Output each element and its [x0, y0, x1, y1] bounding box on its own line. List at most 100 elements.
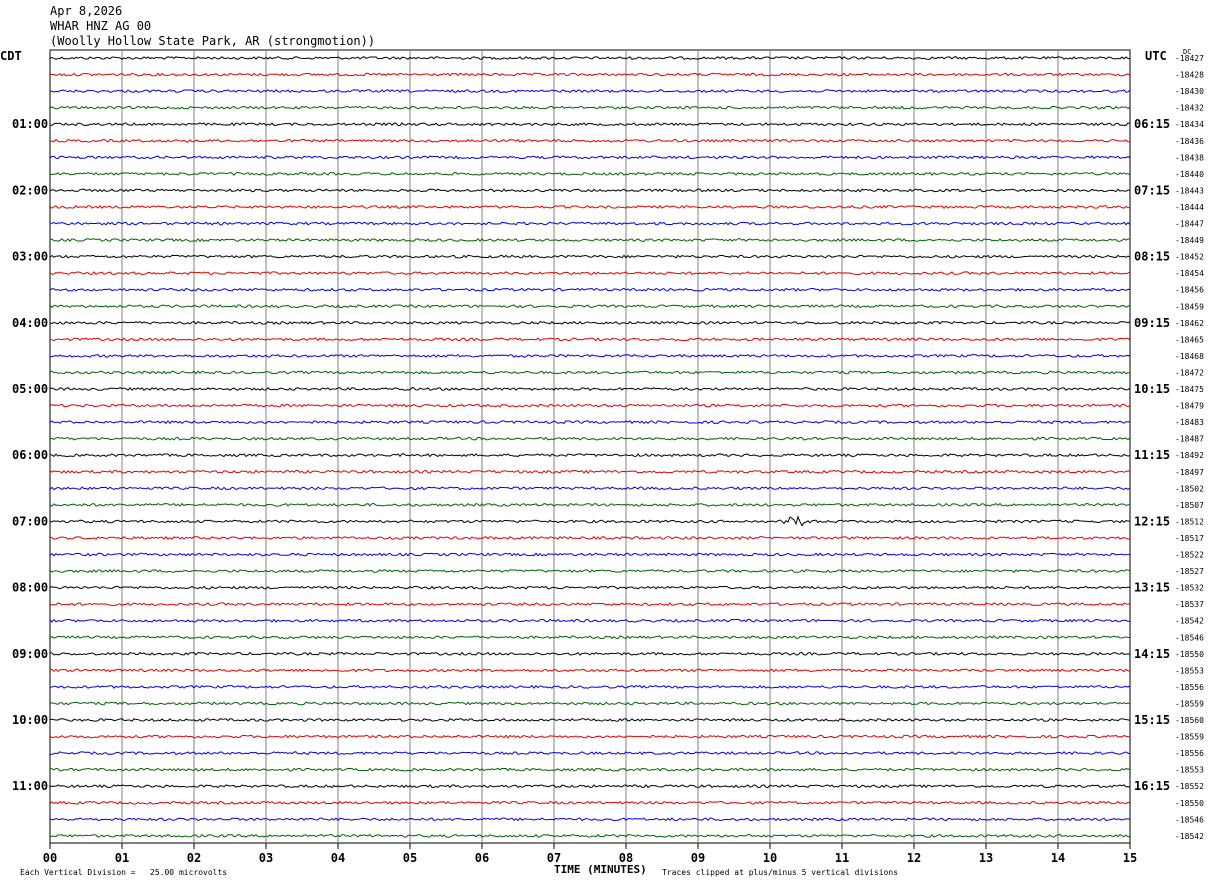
trace-offset-label: -18546 [1175, 633, 1204, 642]
trace-offset-labels: -18427 -18428 -18430 -18432 -18434 -18436 -184… [1175, 54, 1204, 841]
x-tick-label: 15 [1123, 851, 1137, 865]
trace-black [49, 254, 1131, 259]
x-tick-label: 01 [115, 851, 129, 865]
trace-offset-label: -18527 [1175, 567, 1204, 576]
x-tick-label: 02 [187, 851, 201, 865]
left-hour-label: 03:00 [12, 250, 48, 264]
right-hour-labels: 06:15 07:15 08:15 09:15 10:15 11:15 12:15 13:15… [1134, 117, 1170, 793]
trace-green [49, 502, 1131, 507]
trace-offset-label: -18472 [1175, 368, 1204, 377]
trace-offset-label: -18553 [1175, 766, 1204, 775]
trace-black [49, 320, 1131, 325]
trace-offset-label: -18438 [1175, 153, 1204, 162]
trace-offset-label: -18550 [1175, 650, 1204, 659]
trace-blue [49, 420, 1131, 425]
trace-black [49, 718, 1131, 723]
x-tick-label: 10 [763, 851, 777, 865]
right-hour-label: 09:15 [1134, 316, 1170, 330]
trace-offset-label: -18444 [1175, 203, 1204, 212]
right-hour-label: 12:15 [1134, 514, 1170, 528]
trace-green [49, 171, 1131, 176]
trace-black [49, 585, 1131, 590]
trace-offset-label: -18546 [1175, 815, 1204, 824]
trace-red [49, 602, 1131, 607]
trace-red [49, 72, 1131, 77]
left-hour-label: 07:00 [12, 514, 48, 528]
x-axis-ticks: 00 01 02 03 04 05 06 07 08 09 10 11 12 13 14 15 [43, 843, 1137, 865]
trace-red [49, 403, 1131, 408]
right-hour-label: 07:15 [1134, 183, 1170, 197]
right-hour-label: 13:15 [1134, 581, 1170, 595]
trace-blue [49, 353, 1131, 358]
trace-offset-label: -18427 [1175, 54, 1204, 63]
trace-offset-label: -18556 [1175, 749, 1204, 758]
trace-offset-label: -18428 [1175, 71, 1204, 80]
trace-blue [49, 817, 1131, 822]
station-location: (Woolly Hollow State Park, AR (strongmot… [50, 34, 376, 48]
trace-green [49, 569, 1131, 574]
trace-offset-label: -18507 [1175, 501, 1204, 510]
clip-note: Traces clipped at plus/minus 5 vertical … [662, 868, 899, 877]
right-hour-label: 15:15 [1134, 713, 1170, 727]
x-tick-label: 04 [331, 851, 345, 865]
trace-blue [49, 751, 1131, 756]
trace-black [49, 122, 1131, 127]
trace-black [49, 188, 1131, 193]
trace-offset-label: -18449 [1175, 236, 1204, 245]
trace-blue [49, 486, 1131, 491]
right-hour-label: 11:15 [1134, 448, 1170, 462]
trace-green [49, 105, 1131, 110]
trace-offset-label: -18559 [1175, 699, 1204, 708]
minute-grid [49, 49, 1131, 844]
trace-offset-label: -18512 [1175, 517, 1204, 526]
trace-blue [49, 155, 1131, 160]
trace-offset-label: -18483 [1175, 418, 1204, 427]
trace-red [49, 734, 1131, 739]
x-tick-label: 13 [979, 851, 993, 865]
x-tick-label: 03 [259, 851, 273, 865]
left-hour-label: 04:00 [12, 316, 48, 330]
left-timezone: CDT [0, 49, 22, 63]
trace-black [49, 56, 1131, 60]
left-hour-label: 05:00 [12, 382, 48, 396]
right-hour-label: 14:15 [1134, 647, 1170, 661]
x-axis-title: TIME (MINUTES) [554, 863, 647, 876]
trace-blue [49, 618, 1131, 623]
x-tick-label: 05 [403, 851, 417, 865]
right-hour-label: 10:15 [1134, 382, 1170, 396]
trace-offset-label: -18487 [1175, 435, 1204, 444]
trace-red [49, 271, 1131, 276]
trace-green [49, 767, 1131, 772]
trace-blue [49, 684, 1131, 689]
trace-red [49, 204, 1131, 209]
plot-date: Apr 8,2026 [50, 4, 123, 18]
trace-offset-label: -18522 [1175, 551, 1204, 560]
trace-red [49, 800, 1131, 805]
trace-offset-label: -18479 [1175, 402, 1204, 411]
left-hour-label: 01:00 [12, 117, 48, 131]
right-timezone: UTC [1145, 49, 1167, 63]
trace-offset-label: -18430 [1175, 87, 1204, 96]
trace-green [49, 436, 1131, 441]
trace-green [49, 304, 1131, 309]
trace-blue [49, 221, 1131, 226]
trace-black [49, 453, 1131, 458]
x-tick-label: 06 [475, 851, 489, 865]
trace-red [49, 337, 1131, 342]
trace-offset-label: -18553 [1175, 666, 1204, 675]
trace-red [49, 668, 1131, 673]
trace-offset-label: -18497 [1175, 468, 1204, 477]
station-code: WHAR HNZ AG 00 [50, 19, 152, 33]
scale-note: Each Vertical Division = 25.00 microvolt… [20, 868, 228, 877]
left-hour-label: 09:00 [12, 647, 48, 661]
trace-offset-label: -18532 [1175, 584, 1204, 593]
trace-offset-label: -18517 [1175, 534, 1204, 543]
trace-red [49, 138, 1131, 143]
trace-black [49, 515, 1131, 527]
trace-offset-label: -18462 [1175, 319, 1204, 328]
trace-offset-label: -18552 [1175, 782, 1204, 791]
trace-offset-label: -18456 [1175, 286, 1204, 295]
right-hour-label: 06:15 [1134, 117, 1170, 131]
left-hour-label: 11:00 [12, 779, 48, 793]
